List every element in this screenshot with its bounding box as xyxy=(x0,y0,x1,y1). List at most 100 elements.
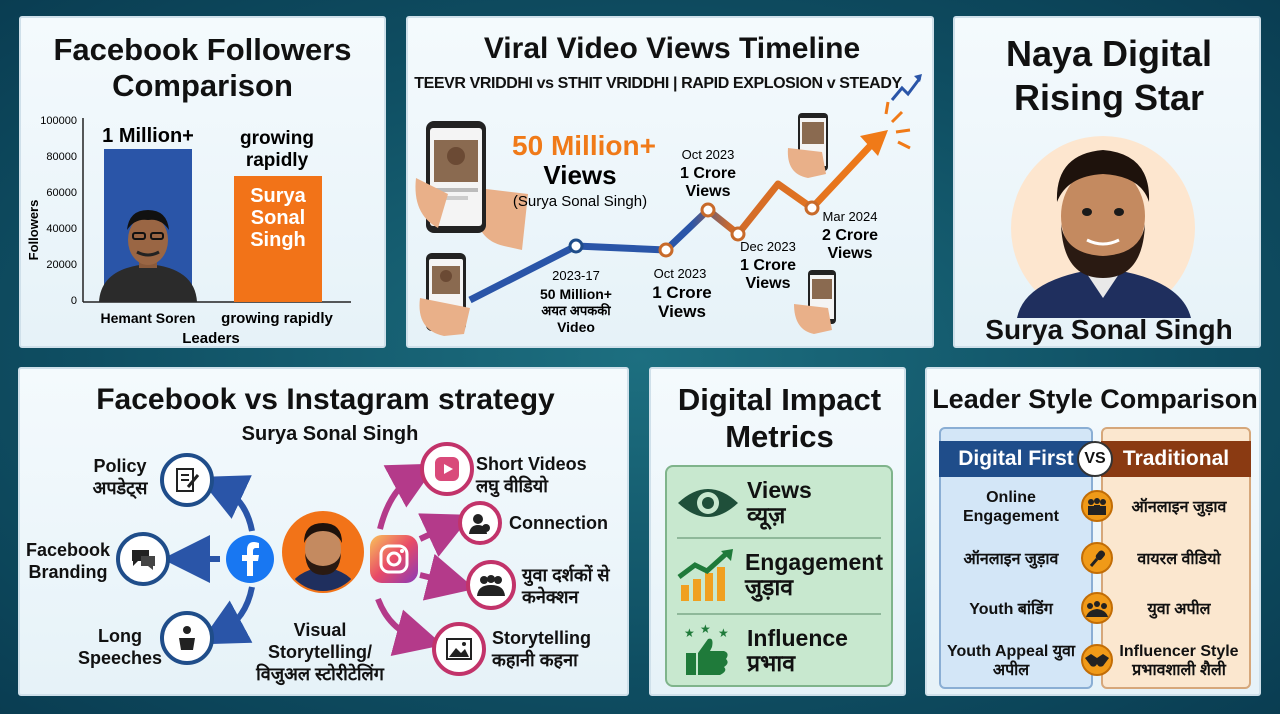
timeline-subtitle: TEEVR VRIDDHI vs STHIT VRIDDHI | RAPID E… xyxy=(414,75,902,92)
left-item-speeches: Long Speeches xyxy=(70,625,170,669)
tick-label: 40000 xyxy=(46,223,77,235)
followers-title-line2: Comparison xyxy=(112,68,293,103)
style-comparison-panel: Leader Style Comparison Digital First Tr… xyxy=(925,367,1261,696)
big-views-line1: 50 Million+ xyxy=(512,130,656,161)
timeline-node xyxy=(658,242,674,258)
label-e-line3: Views xyxy=(827,245,872,262)
timeline-title: Viral Video Views Timeline xyxy=(483,32,861,65)
burst-icon xyxy=(884,101,911,150)
timeline-graphic: 50 Million+ Views (Surya Sonal Singh) 20… xyxy=(415,74,922,336)
youth-group-icon xyxy=(466,560,516,610)
comparison-left: Online Engagement xyxy=(962,489,1059,525)
timeline-node xyxy=(804,200,820,216)
comparison-left: Youth Appeal युवा अपील xyxy=(946,643,1076,679)
handshake-icon xyxy=(1081,644,1113,676)
rising-star-panel: Naya Digital Rising Star Surya Sonal Sin… xyxy=(953,16,1261,348)
left-item-line2: Speeches xyxy=(77,648,163,668)
right-item-line1: युवा दर्शकों से xyxy=(522,565,610,585)
comparison-left: ऑनलाइन जुड़ाव xyxy=(963,550,1059,568)
rising-title-line1: Naya Digital xyxy=(1005,33,1213,74)
big-views-line2: Views xyxy=(543,160,616,190)
right-item-youth: युवा दर्शकों से कनेक्शन xyxy=(522,564,627,608)
timeline-node xyxy=(730,226,746,242)
phone-hand-icon xyxy=(787,113,828,178)
label-a-line4: Video xyxy=(557,319,595,335)
rising-name: Surya Sonal Singh xyxy=(985,314,1233,345)
comparison-left: Youth बांडिंग xyxy=(969,600,1053,618)
right-item-short-videos: Short Videos लघु वीडियो xyxy=(476,453,616,497)
label-b-line1: Oct 2023 xyxy=(654,266,707,281)
bar2-value-label-line1: growing xyxy=(240,128,314,149)
timeline-node xyxy=(700,202,716,218)
category-label-hemant-soren: Hemant Soren xyxy=(101,310,196,326)
metric-line1: Engagement xyxy=(744,549,883,575)
followers-title: Facebook Followers Comparison xyxy=(21,32,384,104)
bar1-value-label: 1 Million+ xyxy=(102,125,194,147)
connection-user-icon xyxy=(458,501,502,545)
metric-line1: Views xyxy=(747,477,812,503)
thumbs-up-stars-icon: ★ ★ ★ xyxy=(673,621,743,681)
chat-bubble-icon xyxy=(116,532,170,586)
strategy-subtitle: Surya Sonal Singh xyxy=(241,423,419,445)
center-line2: Storytelling/ xyxy=(267,642,372,662)
right-item-storytelling: Storytelling कहानी कहना xyxy=(492,627,622,671)
left-item-line2: अपडेट्स xyxy=(92,478,148,498)
strategy-arrows xyxy=(162,463,476,656)
left-item-line1: Long xyxy=(98,626,142,646)
right-item-line2: लघु वीडियो xyxy=(476,476,548,496)
label-d-line1: Dec 2023 xyxy=(740,239,796,254)
metric-engagement: Engagement जुड़ाव xyxy=(673,541,883,609)
svg-text:★: ★ xyxy=(684,626,695,640)
right-item-connection: Connection xyxy=(509,513,608,533)
followers-comparison-panel: Facebook Followers Comparison Followers … xyxy=(19,16,386,348)
left-item-line2: Branding xyxy=(28,562,108,582)
bar2-value-label-line2: rapidly xyxy=(246,150,309,171)
policy-doc-icon xyxy=(160,453,214,507)
comparison-row: Youth बांडिंग युवा अपील xyxy=(941,585,1249,633)
left-item-branding: Facebook Branding xyxy=(20,539,116,583)
right-item-line1: Short Videos xyxy=(476,454,587,474)
metrics-panel: Digital Impact Metrics Views व्यूज़ Engag… xyxy=(649,367,906,696)
y-axis-label: Followers xyxy=(26,200,41,261)
metric-line2: जुड़ाव xyxy=(744,574,794,600)
left-item-line1: Policy xyxy=(93,456,147,476)
hemant-soren-portrait xyxy=(99,210,197,302)
followers-title-line1: Facebook Followers xyxy=(53,32,352,67)
left-item-policy: Policy अपडेट्स xyxy=(70,455,170,499)
right-item-line2: कहानी कहना xyxy=(492,650,578,670)
label-d-line2: 1 Crore xyxy=(740,257,796,274)
metric-line2: व्यूज़ xyxy=(747,502,786,528)
traditional-header: Traditional xyxy=(1101,441,1251,477)
growth-chart-icon xyxy=(673,545,741,605)
storytelling-image-icon xyxy=(432,622,486,676)
bar2-inner-line1: Surya xyxy=(250,185,306,207)
phone-hand-icon xyxy=(419,253,470,336)
tick-label: 60000 xyxy=(46,187,77,199)
divider xyxy=(677,537,881,539)
right-item-line2: कनेक्शन xyxy=(522,587,579,607)
bar2-inner-line2: Sonal xyxy=(251,207,305,229)
phone-hand-icon xyxy=(794,270,836,334)
facebook-logo-icon xyxy=(226,535,274,583)
rising-star-portrait xyxy=(1011,136,1195,318)
svg-text:★: ★ xyxy=(718,626,729,640)
category-label-growing-rapidly: growing rapidly xyxy=(221,310,333,327)
bar2-inner-line3: Singh xyxy=(250,229,306,251)
metric-influence: ★ ★ ★ Influence प्रभाव xyxy=(673,617,883,685)
label-d-line3: Views xyxy=(745,275,790,292)
short-video-icon xyxy=(420,442,474,496)
center-storytelling-text: Visual Storytelling/ विजुअल स्टोरीटेलिंग xyxy=(240,619,400,685)
label-c-line2: 1 Crore xyxy=(680,165,736,182)
tick-label: 20000 xyxy=(46,259,77,271)
label-c-line3: Views xyxy=(685,183,730,200)
label-e-line2: 2 Crore xyxy=(822,227,878,244)
tick-label: 0 xyxy=(71,295,77,307)
views-timeline-panel: Viral Video Views Timeline TEEVR VRIDDHI… xyxy=(406,16,934,348)
label-a-line3: अयत अपककी xyxy=(541,303,611,318)
label-a-line1: 2023-17 xyxy=(552,268,600,283)
timeline-arrowhead xyxy=(860,130,888,156)
podium-speaker-icon xyxy=(160,611,214,665)
center-person-portrait xyxy=(282,511,364,593)
center-line3: विजुअल स्टोरीटेलिंग xyxy=(256,664,384,684)
left-item-line1: Facebook xyxy=(25,540,111,560)
